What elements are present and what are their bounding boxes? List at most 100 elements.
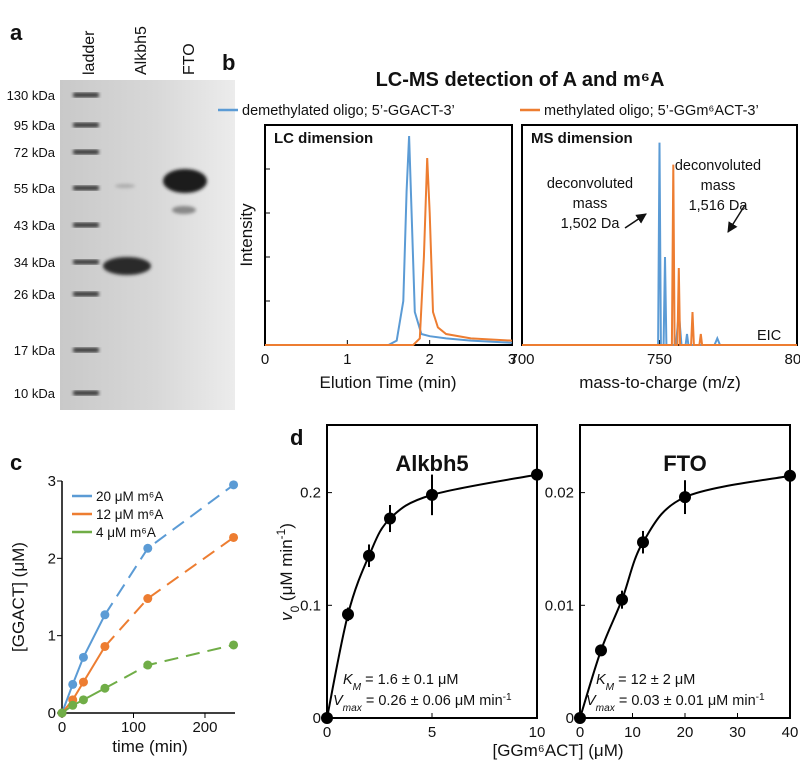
annotation: deconvoluted (547, 176, 633, 192)
lc-trace (265, 135, 513, 346)
point (100, 683, 110, 693)
fto-band (163, 169, 207, 193)
x-tick-label: 2 (425, 351, 433, 368)
lc-trace (265, 157, 513, 346)
ladder-band (73, 347, 99, 353)
ladder-band (73, 291, 99, 297)
marker-label: 95 kDa (14, 118, 56, 133)
annotation-part: max (343, 703, 363, 714)
y-axis-label-part: 0 (288, 605, 302, 612)
y-tick-label: 0 (566, 710, 574, 727)
y-tick-label: 0.2 (300, 485, 321, 502)
point (143, 543, 153, 553)
point (384, 512, 396, 525)
legend-label: methylated oligo; 5’-GGm⁶ACT-3’ (544, 103, 759, 119)
point (100, 610, 110, 620)
fit-line (61, 614, 106, 714)
chart-title: Alkbh5 (395, 451, 468, 476)
point (229, 532, 239, 542)
x-axis-label: Elution Time (min) (320, 373, 457, 392)
annotation-part: = 0.26 ± 0.06 μM min (362, 693, 503, 709)
annotation-part: V (586, 693, 597, 709)
ms-trace (522, 164, 797, 346)
panel-subtitle: MS dimension (531, 130, 633, 147)
legend-label: demethylated oligo; 5’-GGACT-3’ (242, 103, 455, 119)
ladder-band (73, 149, 99, 155)
point (68, 700, 78, 710)
annotation: Vmax = 0.03 ± 0.01 μM min-1 (586, 692, 765, 714)
point (321, 712, 333, 724)
x-tick-label: 40 (782, 724, 799, 741)
x-tick-label: 0 (576, 724, 584, 741)
x-axis-label: [GGm⁶ACT] (μM) (492, 741, 623, 760)
marker-label: 55 kDa (14, 181, 56, 196)
x-tick-label: 1 (343, 351, 351, 368)
annotation-part: -1 (756, 692, 765, 703)
lane-label: FTO (181, 43, 198, 75)
point (637, 536, 649, 549)
annotation-part: = 0.03 ± 0.01 μM min (615, 693, 756, 709)
point (57, 708, 67, 718)
y-tick-label: 0 (48, 705, 56, 722)
x-tick-label: 0 (323, 724, 331, 741)
trend-line (104, 536, 235, 648)
point (143, 594, 153, 604)
marker-label: 72 kDa (14, 145, 56, 160)
marker-label: 130 kDa (7, 88, 56, 103)
x-tick-label: 0 (58, 719, 66, 736)
annotation-part: K (343, 672, 354, 688)
x-tick-label: 750 (647, 351, 672, 368)
x-tick-label: 10 (529, 724, 546, 741)
annotation-part: = 12 ± 2 μM (614, 672, 695, 688)
point (100, 641, 110, 651)
fit-curve (579, 474, 791, 719)
point (616, 593, 628, 606)
annotation: mass (573, 196, 608, 212)
ladder-band (73, 222, 99, 228)
annotation: EIC (757, 328, 781, 344)
marker-label: 34 kDa (14, 255, 56, 270)
point (426, 488, 438, 501)
arrow (727, 204, 746, 233)
point (68, 679, 78, 689)
annotation: KM = 12 ± 2 μM (596, 672, 695, 693)
annotation-part: = 1.6 ± 0.1 μM (361, 672, 458, 688)
y-tick-label: 2 (48, 550, 56, 567)
panel-label: c (10, 450, 22, 475)
y-tick-label: 0.02 (545, 485, 574, 502)
x-tick-label: 5 (428, 724, 436, 741)
x-tick-label: 100 (121, 719, 146, 736)
panel-label: a (10, 20, 23, 45)
lane-label: ladder (81, 30, 98, 75)
y-axis-label: [GGACT] (μM) (9, 542, 28, 652)
annotation-part: max (596, 703, 616, 714)
y-axis-label-part: ) (277, 523, 296, 529)
legend-label: 12 μM m⁶A (96, 507, 163, 522)
y-tick-label: 3 (48, 473, 56, 490)
gel-image (60, 80, 235, 410)
x-tick-label: 30 (729, 724, 746, 741)
y-tick-label: 0.1 (300, 597, 321, 614)
point (229, 640, 239, 650)
annotation-part: K (596, 672, 607, 688)
fto-minor-band (172, 206, 196, 214)
marker-label: 26 kDa (14, 287, 56, 302)
y-axis-label-part: (μM min (277, 539, 296, 605)
annotation: 1,516 Da (689, 198, 749, 214)
trend-line (104, 643, 234, 690)
faint-band (115, 184, 135, 188)
point (595, 644, 607, 657)
point (784, 469, 796, 482)
arrow (624, 213, 647, 229)
x-tick-label: 20 (677, 724, 694, 741)
lane-label: Alkbh5 (133, 26, 150, 75)
y-tick-label: 1 (48, 628, 56, 645)
point (574, 712, 586, 724)
y-axis-label: v0 (μM min-1) (274, 523, 302, 621)
legend-label: 4 μM m⁶A (96, 525, 156, 540)
fit-line (61, 645, 106, 714)
x-axis-label: time (min) (112, 737, 188, 756)
y-tick-label: 0.01 (545, 597, 574, 614)
y-axis-label-part: -1 (274, 528, 288, 539)
